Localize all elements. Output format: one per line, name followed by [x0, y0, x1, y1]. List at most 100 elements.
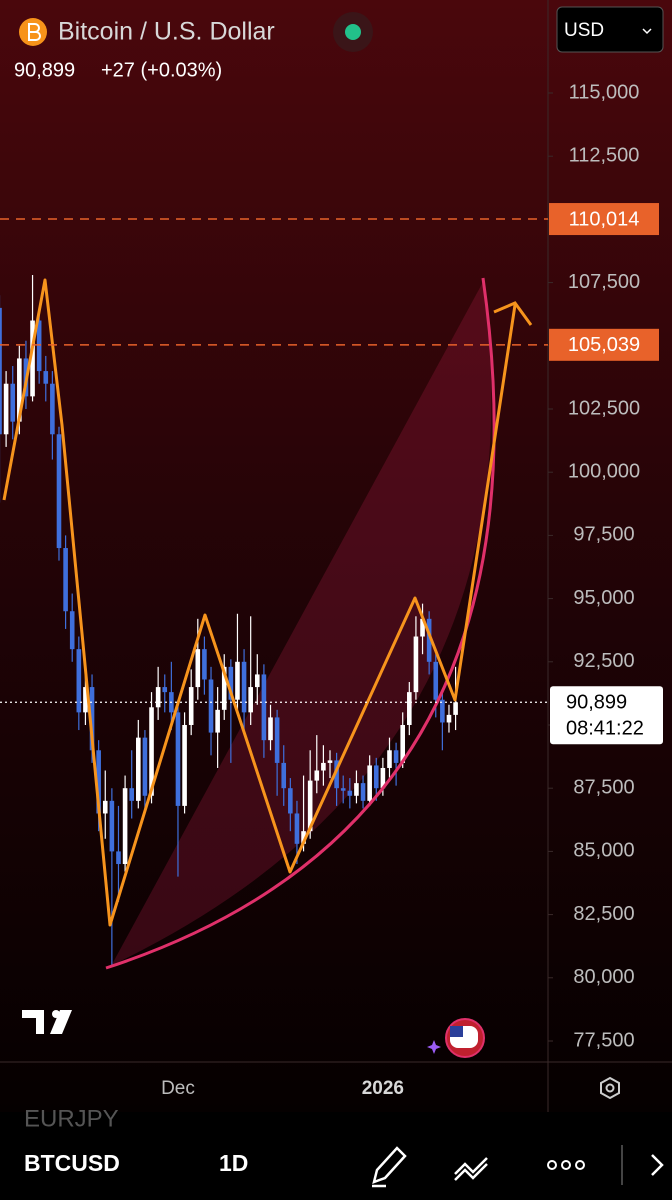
- y-tick-label: 95,000: [573, 587, 634, 609]
- candle-body: [182, 724, 187, 806]
- level-label: 105,039: [568, 334, 640, 356]
- candle-body: [433, 661, 439, 700]
- x-tick-label: Dec: [161, 1078, 195, 1099]
- level-tag: [549, 328, 659, 361]
- candle-body: [43, 371, 49, 384]
- candle-body: [228, 666, 234, 700]
- candle-body: [235, 661, 240, 700]
- candle-body: [453, 702, 458, 715]
- indicator-icon[interactable]: [454, 1157, 488, 1181]
- candle-body: [162, 687, 168, 693]
- candle-body: [76, 649, 82, 713]
- candle-body: [142, 737, 148, 796]
- candle-body: [420, 618, 425, 637]
- candle-body: [393, 750, 399, 763]
- candle-body: [215, 709, 220, 733]
- more-icon: [575, 1160, 585, 1170]
- y-tick-label: 115,000: [569, 81, 640, 103]
- candle-body: [387, 750, 392, 768]
- candle-body: [446, 714, 452, 723]
- watchlist-prev[interactable]: EURJPY: [24, 1105, 119, 1132]
- candle-body: [413, 636, 419, 693]
- candle-body: [175, 712, 181, 806]
- draw-tool-icon[interactable]: [372, 1146, 407, 1188]
- candle-body: [195, 649, 201, 688]
- candle-body: [149, 707, 154, 796]
- candle-body: [380, 767, 386, 789]
- countdown: 08:41:22: [566, 718, 644, 740]
- level-tag: [549, 203, 659, 236]
- y-tick-label: 97,500: [573, 524, 634, 546]
- candle-body: [288, 788, 293, 814]
- arc: [105, 277, 496, 970]
- expand-icon[interactable]: [651, 1154, 664, 1176]
- y-tick-label: 80,000: [573, 966, 634, 988]
- toolbar-interval[interactable]: 1D: [219, 1150, 248, 1176]
- settings-icon[interactable]: [600, 1076, 620, 1100]
- more-icon: [561, 1160, 571, 1170]
- candle-body: [294, 813, 300, 844]
- candle-body: [281, 762, 287, 789]
- currency-button[interactable]: [556, 6, 664, 53]
- toolbar-symbol[interactable]: BTCUSD: [24, 1150, 120, 1176]
- candle-body: [102, 800, 108, 814]
- candle-body: [407, 692, 412, 725]
- y-tick-label: 112,500: [569, 144, 640, 166]
- candle-body: [89, 687, 95, 751]
- candle-body: [426, 618, 432, 662]
- candle-body: [321, 762, 326, 771]
- level-label: 110,014: [569, 208, 640, 230]
- y-tick-label: 85,000: [573, 840, 634, 862]
- candle-body: [314, 770, 320, 781]
- y-tick-label: 92,500: [573, 650, 634, 672]
- candle-body: [3, 383, 9, 435]
- y-tick-label: 100,000: [568, 460, 640, 482]
- candle-body: [400, 724, 406, 763]
- candle-body: [0, 307, 2, 435]
- x-tick-label: 2026: [362, 1078, 404, 1099]
- candle-body: [116, 851, 121, 865]
- candle-body: [268, 717, 273, 741]
- dropdown-caret: [642, 28, 652, 35]
- zigzag: [2, 278, 517, 927]
- candle-body: [30, 320, 35, 397]
- candle-body: [69, 611, 75, 650]
- candle-body: [36, 320, 42, 372]
- candle-body: [221, 666, 227, 710]
- last-price-tag: [550, 686, 663, 745]
- sparkle: [427, 1040, 441, 1054]
- price: 90,899: [14, 59, 75, 81]
- candle-body: [50, 383, 55, 435]
- y-tick-label: 107,500: [568, 271, 640, 293]
- candle-body: [373, 765, 379, 789]
- status-dot: [345, 24, 361, 40]
- last-price-label: 90,899: [566, 692, 627, 714]
- candle-body: [340, 788, 346, 791]
- candle-body: [122, 788, 128, 865]
- candle-body: [241, 661, 247, 713]
- candle-body: [440, 699, 445, 723]
- arrow-head: [493, 301, 533, 326]
- toolbar: [0, 1112, 672, 1200]
- candle-body: [129, 788, 134, 801]
- candle-body: [274, 717, 280, 763]
- coin-glyph: [28, 23, 41, 41]
- candle-body: [360, 783, 366, 801]
- candle-body: [188, 687, 194, 725]
- currency[interactable]: USD: [564, 20, 604, 41]
- candle-body: [208, 679, 214, 733]
- drawings: [0, 218, 548, 970]
- candle-body: [347, 790, 353, 796]
- candle-body: [202, 649, 207, 680]
- candle-body: [301, 831, 306, 844]
- tv-logo-dot: [52, 1010, 60, 1018]
- y-tick-label: 102,500: [568, 397, 640, 419]
- settings-icon-core: [605, 1083, 615, 1093]
- more-icon[interactable]: [547, 1160, 557, 1170]
- candle-body: [261, 674, 267, 741]
- candle-body: [10, 383, 16, 422]
- candle-body: [354, 783, 359, 796]
- candle-body: [56, 434, 62, 549]
